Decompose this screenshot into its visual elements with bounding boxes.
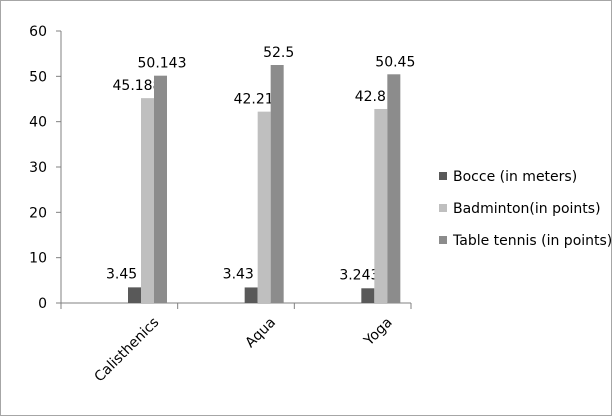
data-label: 52.5: [263, 45, 294, 61]
legend-label: Table tennis (in points): [452, 233, 612, 249]
bar: [387, 74, 401, 303]
data-label: 3.45: [106, 266, 137, 282]
y-tick-label: 50: [29, 69, 47, 85]
bar: [270, 65, 284, 303]
x-tick-label: Aqua: [242, 315, 279, 352]
bar: [128, 287, 141, 303]
data-label: 42.21: [234, 92, 274, 108]
bar: [361, 288, 375, 303]
legend-label: Bocce (in meters): [453, 169, 577, 185]
data-label: 45.188: [113, 78, 162, 94]
legend-swatch: [439, 172, 447, 180]
bar: [257, 111, 271, 303]
bar: [141, 98, 154, 303]
y-tick-label: 10: [29, 251, 47, 267]
y-tick-label: 30: [29, 160, 47, 176]
data-label: 50.45: [375, 54, 415, 70]
legend-label: Badminton(in points): [453, 201, 601, 217]
data-label: 50.143: [138, 56, 187, 72]
bar: [154, 75, 167, 304]
bar: [374, 108, 388, 304]
legend-swatch: [439, 204, 447, 212]
data-label: 42.8: [355, 89, 386, 105]
legend-swatch: [439, 236, 447, 244]
data-label: 3.243: [339, 267, 379, 283]
x-tick-label: Calisthenics: [91, 315, 162, 386]
x-tick-label: Yoga: [360, 315, 395, 350]
y-tick-label: 40: [29, 115, 47, 131]
bar: [244, 287, 258, 303]
y-tick-label: 20: [29, 205, 47, 221]
data-label: 3.43: [223, 266, 254, 282]
y-tick-label: 0: [38, 296, 47, 312]
y-tick-label: 60: [29, 24, 47, 40]
